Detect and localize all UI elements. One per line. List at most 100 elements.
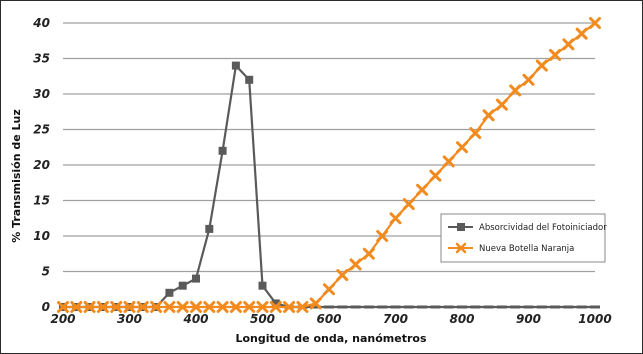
- x-tick-label: 400: [182, 312, 208, 326]
- data-point: [362, 247, 375, 260]
- data-point: [205, 224, 214, 233]
- data-point: [271, 299, 280, 308]
- data-point: [376, 230, 389, 242]
- x-tick-label: 700: [383, 312, 408, 326]
- data-point: [509, 84, 522, 97]
- y-axis-ticks: 0 5 10 15 20 25 30 35 40: [32, 16, 50, 314]
- data-point: [258, 281, 267, 290]
- legend-item-absorcividad: Absorcividad del Fotoiniciador: [448, 223, 607, 233]
- data-point: [562, 38, 575, 51]
- x-tick-label: 1000: [578, 312, 611, 326]
- data-point: [390, 305, 401, 309]
- data-point: [203, 301, 216, 313]
- data-point: [575, 27, 588, 40]
- data-point: [192, 274, 200, 283]
- y-tick-label: 5: [42, 265, 50, 279]
- data-point: [336, 269, 349, 282]
- x-axis-title: Longitud de onda, nanómetros: [235, 332, 426, 345]
- data-point: [216, 301, 229, 313]
- data-point: [457, 305, 467, 309]
- data-point: [482, 109, 495, 122]
- data-point: [442, 155, 455, 168]
- data-point: [110, 301, 123, 313]
- data-point: [377, 305, 388, 309]
- data-point: [96, 301, 109, 313]
- data-point: [337, 305, 348, 309]
- data-point: [83, 301, 96, 313]
- y-tick-label: 15: [33, 194, 50, 208]
- x-tick-label: 300: [117, 312, 142, 326]
- data-point: [576, 305, 587, 309]
- data-point: [590, 305, 600, 309]
- data-point: [245, 75, 254, 84]
- data-point: [176, 301, 189, 313]
- y-tick-label: 10: [33, 229, 50, 243]
- data-point: [70, 301, 83, 313]
- data-point: [178, 281, 187, 290]
- data-point: [470, 305, 481, 309]
- legend-square-marker: [457, 223, 465, 231]
- data-point: [483, 305, 494, 309]
- data-point: [563, 305, 574, 309]
- data-point: [443, 305, 454, 309]
- legend-label: Nueva Botella Naranja: [479, 244, 574, 254]
- data-point: [283, 301, 296, 313]
- legend: Absorcividad del Fotoiniciador Nueva Bote…: [440, 213, 607, 263]
- data-point: [417, 305, 428, 309]
- data-point: [231, 61, 240, 70]
- data-point: [324, 305, 334, 309]
- data-point: [403, 305, 414, 309]
- y-tick-label: 20: [33, 158, 50, 172]
- data-point: [136, 301, 149, 313]
- x-tick-label: 500: [250, 312, 275, 326]
- data-point: [550, 305, 561, 309]
- legend-x-marker: [455, 242, 467, 254]
- data-point: [269, 301, 282, 313]
- data-point: [165, 288, 174, 297]
- data-point: [150, 301, 163, 313]
- data-point: [469, 127, 482, 140]
- data-point: [496, 305, 507, 309]
- legend-item-nueva-botella: Nueva Botella Naranja: [448, 242, 574, 254]
- data-point: [363, 305, 374, 309]
- y-tick-label: 25: [33, 123, 50, 137]
- series-absorcividad: [59, 61, 600, 311]
- data-point: [389, 212, 402, 225]
- data-point: [429, 169, 442, 182]
- y-axis-title: % Transmisión de Luz: [10, 109, 23, 243]
- y-tick-label: 0: [42, 300, 50, 314]
- data-point: [256, 301, 269, 313]
- data-point: [163, 301, 176, 313]
- x-tick-label: 600: [316, 312, 341, 326]
- data-point: [589, 17, 601, 29]
- data-point: [310, 305, 321, 309]
- x-tick-label: 200: [50, 312, 75, 326]
- data-point: [323, 283, 335, 296]
- series-group: [57, 17, 601, 313]
- data-point: [229, 301, 242, 313]
- x-axis-ticks: 200 300 400 500 600 700 800 900 1000: [50, 312, 611, 326]
- data-point: [218, 146, 227, 155]
- legend-box: [440, 213, 606, 263]
- data-point: [430, 305, 441, 309]
- data-point: [350, 305, 361, 309]
- series-nueva-botella: [57, 17, 601, 313]
- data-point: [402, 198, 415, 211]
- gridlines: [63, 22, 595, 308]
- data-point: [123, 301, 136, 313]
- y-tick-label: 40: [32, 16, 50, 30]
- data-point: [510, 305, 521, 309]
- legend-label: Absorcividad del Fotoiniciador: [479, 223, 607, 233]
- data-point: [309, 297, 322, 310]
- data-point: [495, 98, 508, 111]
- data-point: [416, 183, 429, 196]
- data-point: [523, 305, 534, 309]
- data-point: [190, 301, 202, 313]
- data-point: [296, 301, 309, 313]
- y-tick-label: 35: [33, 52, 50, 66]
- data-point: [536, 305, 547, 309]
- data-point: [243, 301, 256, 313]
- x-tick-label: 900: [516, 312, 541, 326]
